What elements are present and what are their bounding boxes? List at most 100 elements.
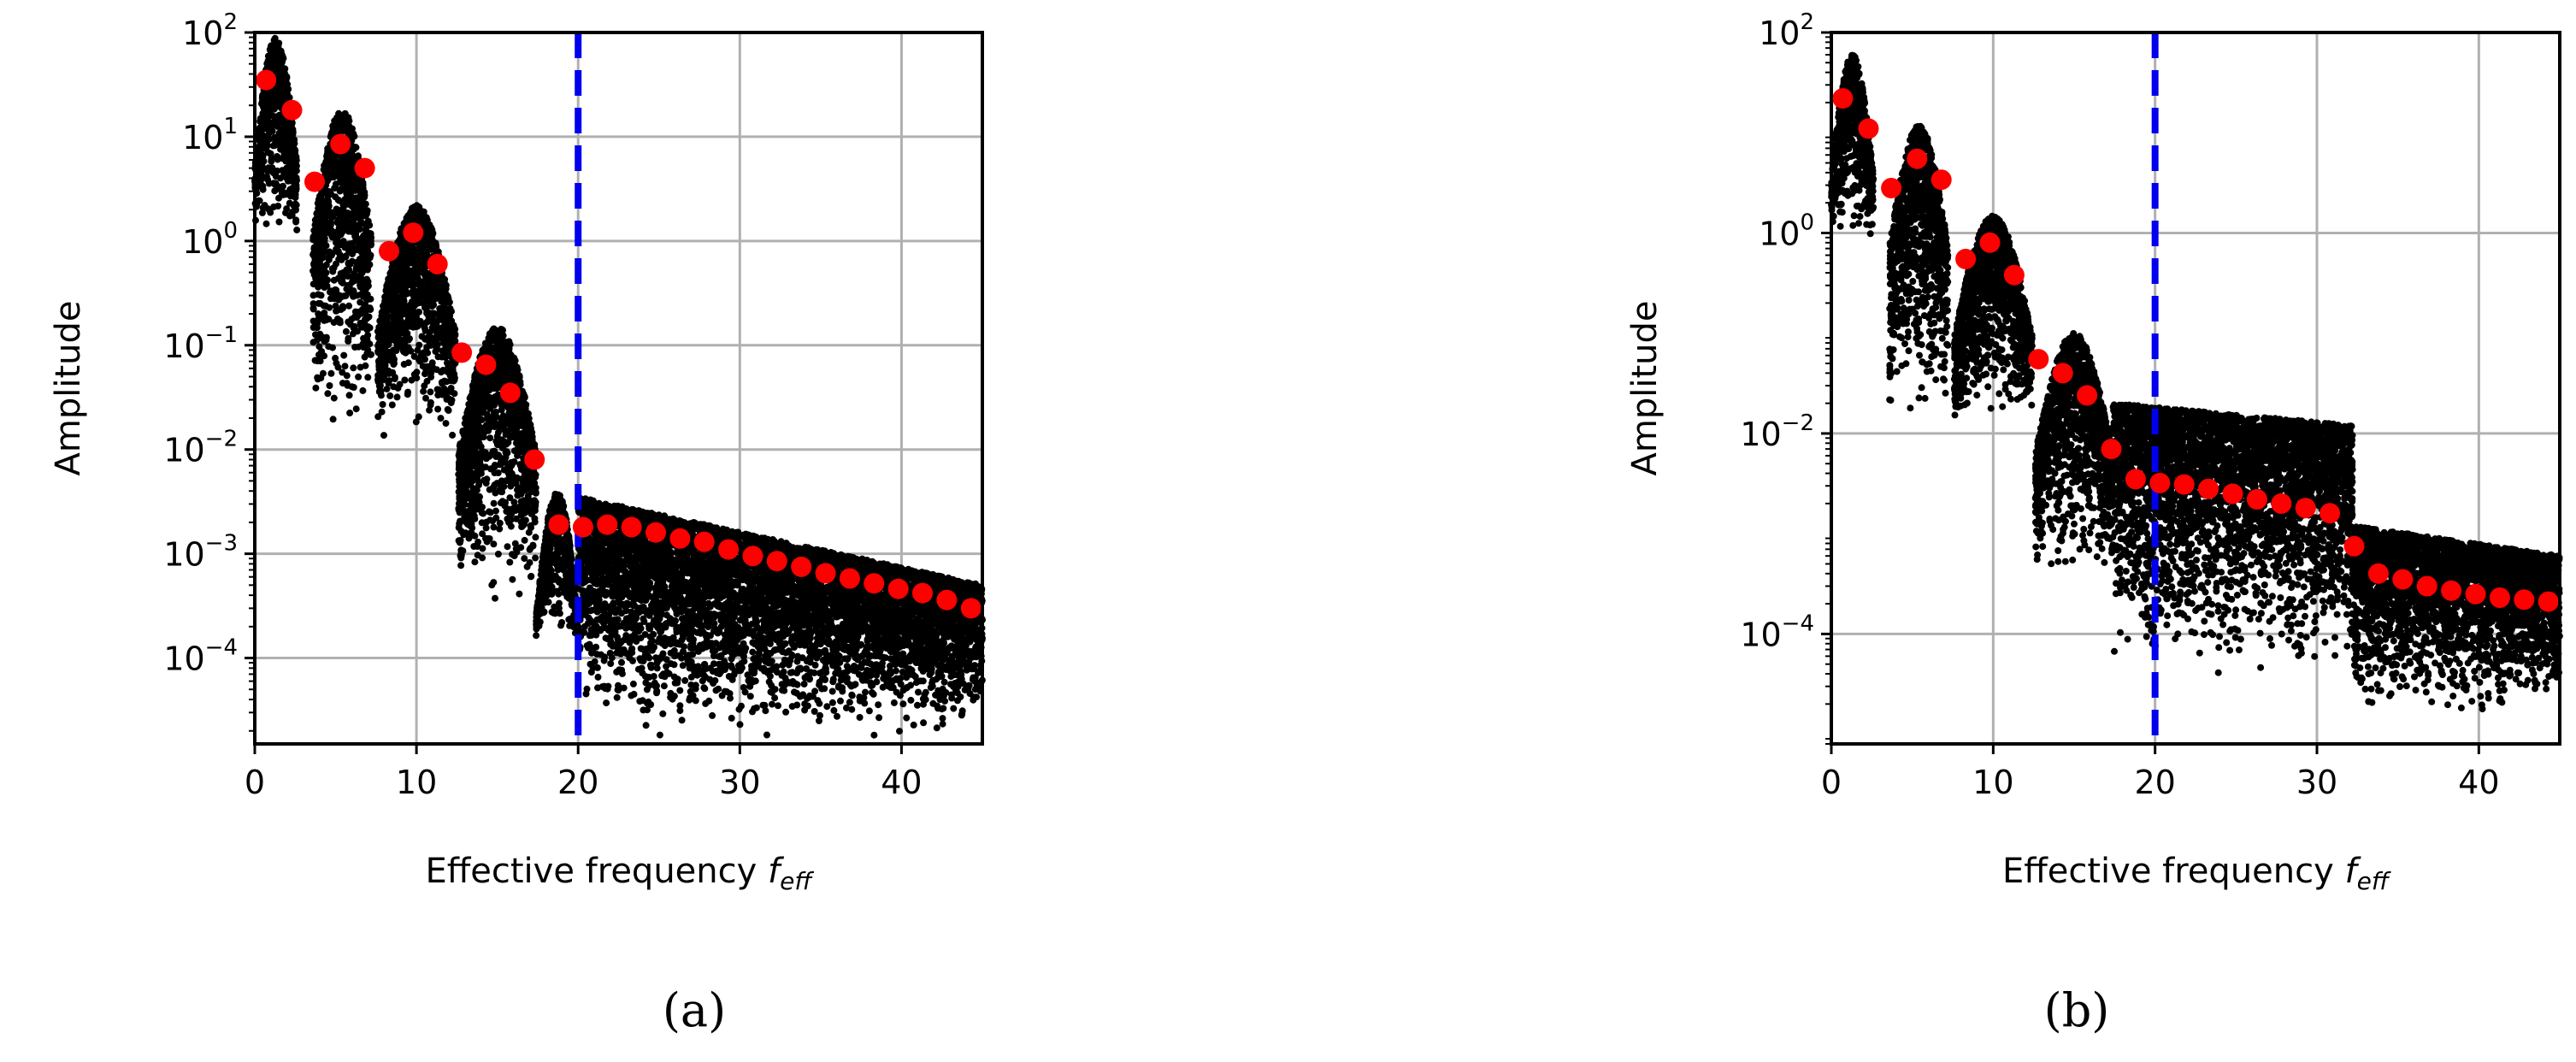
scatter-point [404,268,412,276]
scatter-point [261,202,268,209]
scatter-point [275,218,283,226]
scatter-point [492,594,498,602]
scatter-point [483,475,491,483]
scatter-point [375,347,383,355]
scatter-point [256,156,263,164]
scatter-point [388,401,396,409]
scatter-point [293,226,301,233]
scatter-point [386,377,393,385]
scatter-point [327,251,334,258]
scatter-point [333,307,341,315]
scatter-point [315,299,322,307]
scatter-point [438,379,445,386]
scatter-point [447,385,455,392]
scatter-point [267,53,274,61]
scatter-point [439,274,446,282]
scatter-point [522,405,529,413]
scatter-point [355,373,363,381]
scatter-point [367,351,374,358]
scatter-point [404,388,412,396]
scatter-point [471,374,479,381]
scatter-point [479,504,486,511]
scatter-point [289,160,297,168]
scatter-point [539,557,547,564]
scatter-point [456,539,463,546]
scatter-point [504,361,512,369]
scatter-point [782,708,790,716]
scatter-point [421,370,428,378]
scatter-point [314,374,321,381]
scatter-point [286,192,294,200]
scatter-point [473,440,480,447]
scatter-point [275,129,283,137]
scatter-point [482,388,490,396]
scatter-point [554,534,562,542]
scatter-point [288,211,296,219]
scatter-point [457,461,464,469]
scatter-point [357,310,365,317]
scatter-point [556,546,563,553]
scatter-point [530,480,538,487]
scatter-point [416,357,424,365]
scatter-point [498,498,506,505]
scatter-point [380,432,387,440]
scatter-point [329,416,337,423]
scatter-point [258,209,266,216]
scatter-point [280,83,287,91]
scatter-point [345,247,352,255]
scatter-point [256,197,263,204]
scatter-point [346,410,354,416]
scatter-point [400,279,408,286]
scatter-point [272,139,280,146]
scatter-point [498,406,505,414]
scatter-point [336,251,344,258]
scatter-point [463,424,471,431]
scatter-point [447,319,455,327]
scatter-point [456,520,463,528]
scatter-point [555,605,563,612]
scatter-point [326,382,333,389]
scatter-point [350,364,357,372]
scatter-point [315,343,323,351]
scatter-point [378,336,386,344]
scatter-point [498,488,506,496]
scatter-point [532,554,539,562]
scatter-point [340,351,348,359]
scatter-point [449,366,457,374]
scatter-point [325,343,333,351]
scatter-point [397,269,404,277]
scatter-point [364,217,372,225]
scatter-point [415,413,422,421]
scatter-point [340,154,348,162]
scatter-point [321,234,328,242]
scatter-point [362,200,369,208]
scatter-point [416,279,424,286]
scatter-point [337,162,345,170]
scatter-point [315,314,323,322]
scatter-point [551,493,558,501]
scatter-point [375,357,383,365]
scatter-point [468,416,475,424]
scatter-point [432,293,439,301]
scatter-point [536,579,544,587]
scatter-point [518,522,526,530]
scatter-point [392,304,399,312]
scatter-point [522,416,529,424]
scatter-point [356,195,363,203]
scatter-point [312,251,320,258]
scatter-point [480,434,487,440]
scatter-point [444,298,451,306]
scatter-point [338,169,345,177]
scatter-point [466,394,474,402]
scatter-point [341,363,349,370]
scatter-point [376,317,384,325]
scatter-point [363,315,371,322]
scatter-point [339,276,346,284]
scatter-point [408,259,416,267]
scatter-point [404,304,411,311]
scatter-point [532,499,539,506]
scatter-point [345,392,353,399]
scatter-point [482,534,489,542]
scatter-point [519,478,527,486]
scatter-point [409,209,416,216]
